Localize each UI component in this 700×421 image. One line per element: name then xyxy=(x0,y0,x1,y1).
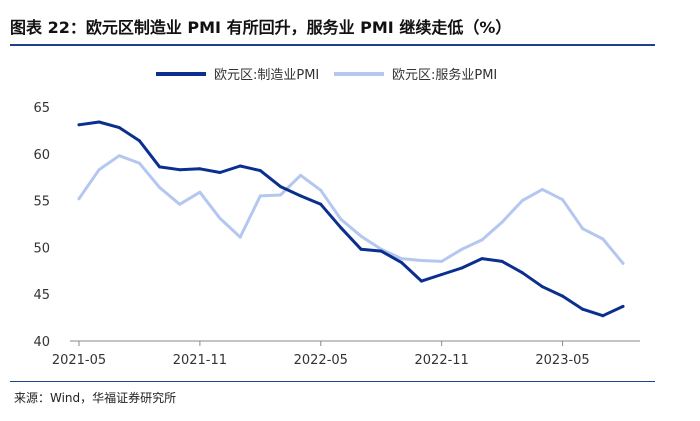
data-point-manufacturing xyxy=(540,285,544,289)
data-point-manufacturing xyxy=(420,279,423,283)
data-point-manufacturing xyxy=(480,257,484,261)
data-point-services xyxy=(117,154,121,158)
legend-label-services: 欧元区:服务业PMI xyxy=(392,67,497,83)
data-point-services xyxy=(540,187,544,191)
y-tick-label: 50 xyxy=(33,241,50,256)
data-point-services xyxy=(158,186,162,189)
data-point-manufacturing xyxy=(319,202,323,206)
data-point-services xyxy=(77,197,81,201)
y-tick-label: 60 xyxy=(33,148,50,163)
data-point-manufacturing xyxy=(238,164,242,168)
y-tick-label: 40 xyxy=(33,335,50,350)
footer-rule xyxy=(10,381,655,382)
data-point-services xyxy=(581,227,585,231)
data-point-services xyxy=(279,193,282,197)
x-tick-label: 2021-11 xyxy=(173,353,227,368)
legend: 欧元区:制造业PMI 欧元区:服务业PMI xyxy=(156,67,497,83)
data-point-services xyxy=(420,259,423,262)
x-tick-label: 2021-05 xyxy=(52,353,106,368)
chart-title: 图表 22：欧元区制造业 PMI 有所回升，服务业 PMI 继续走低（%） xyxy=(10,18,512,37)
data-point-services xyxy=(299,173,303,177)
data-point-manufacturing xyxy=(520,271,524,275)
data-point-services xyxy=(480,238,484,242)
data-point-manufacturing xyxy=(621,304,625,308)
data-point-manufacturing xyxy=(500,259,504,263)
source-note: 来源：Wind，华福证券研究所 xyxy=(14,391,177,405)
data-point-services xyxy=(561,198,565,202)
y-axis-ticks: 40 45 50 55 60 65 xyxy=(33,101,50,350)
data-point-manufacturing xyxy=(601,314,605,318)
data-point-manufacturing xyxy=(258,169,262,173)
data-point-manufacturing xyxy=(359,247,363,251)
data-point-services xyxy=(258,194,262,198)
data-point-manufacturing xyxy=(460,266,464,270)
x-tick-label: 2022-05 xyxy=(294,353,348,368)
data-point-manufacturing xyxy=(279,185,282,189)
data-point-manufacturing xyxy=(218,171,222,174)
data-point-services xyxy=(601,237,605,241)
title-rule xyxy=(10,44,655,46)
series-line-manufacturing xyxy=(77,120,625,318)
data-point-services xyxy=(339,217,343,221)
data-point-services xyxy=(359,234,363,238)
data-point-services xyxy=(621,261,625,265)
data-point-manufacturing xyxy=(77,123,81,127)
y-tick-label: 45 xyxy=(33,288,50,303)
data-point-manufacturing xyxy=(399,260,403,264)
series-line-services xyxy=(77,154,625,265)
data-point-manufacturing xyxy=(379,249,383,253)
data-point-manufacturing xyxy=(178,168,182,172)
y-tick-label: 65 xyxy=(33,101,50,116)
data-point-manufacturing xyxy=(117,126,121,130)
x-tick-label: 2022-11 xyxy=(415,353,469,368)
data-point-services xyxy=(440,259,444,263)
data-point-services xyxy=(520,199,524,203)
y-tick-label: 55 xyxy=(33,195,50,210)
x-axis-ticks: 2021-05 2021-11 2022-05 2022-11 2023-05 xyxy=(52,341,590,368)
x-tick-label: 2023-05 xyxy=(535,353,589,368)
data-point-manufacturing xyxy=(97,120,101,124)
data-point-services xyxy=(137,161,141,165)
data-point-manufacturing xyxy=(339,226,343,230)
data-point-services xyxy=(319,188,323,192)
data-point-services xyxy=(460,247,464,251)
data-point-services xyxy=(198,190,202,194)
data-point-services xyxy=(97,168,101,172)
data-point-manufacturing xyxy=(299,194,303,198)
data-point-services xyxy=(178,202,182,206)
data-point-manufacturing xyxy=(440,273,444,276)
data-point-services xyxy=(500,220,504,224)
legend-label-manufacturing: 欧元区:制造业PMI xyxy=(214,68,319,83)
series-layer xyxy=(77,120,625,318)
data-point-manufacturing xyxy=(198,167,202,171)
data-point-manufacturing xyxy=(561,294,565,298)
data-point-manufacturing xyxy=(581,307,585,311)
data-point-services xyxy=(218,216,222,220)
data-point-services xyxy=(399,257,403,261)
data-point-manufacturing xyxy=(158,165,162,169)
data-point-manufacturing xyxy=(137,139,141,143)
data-point-services xyxy=(238,235,242,239)
